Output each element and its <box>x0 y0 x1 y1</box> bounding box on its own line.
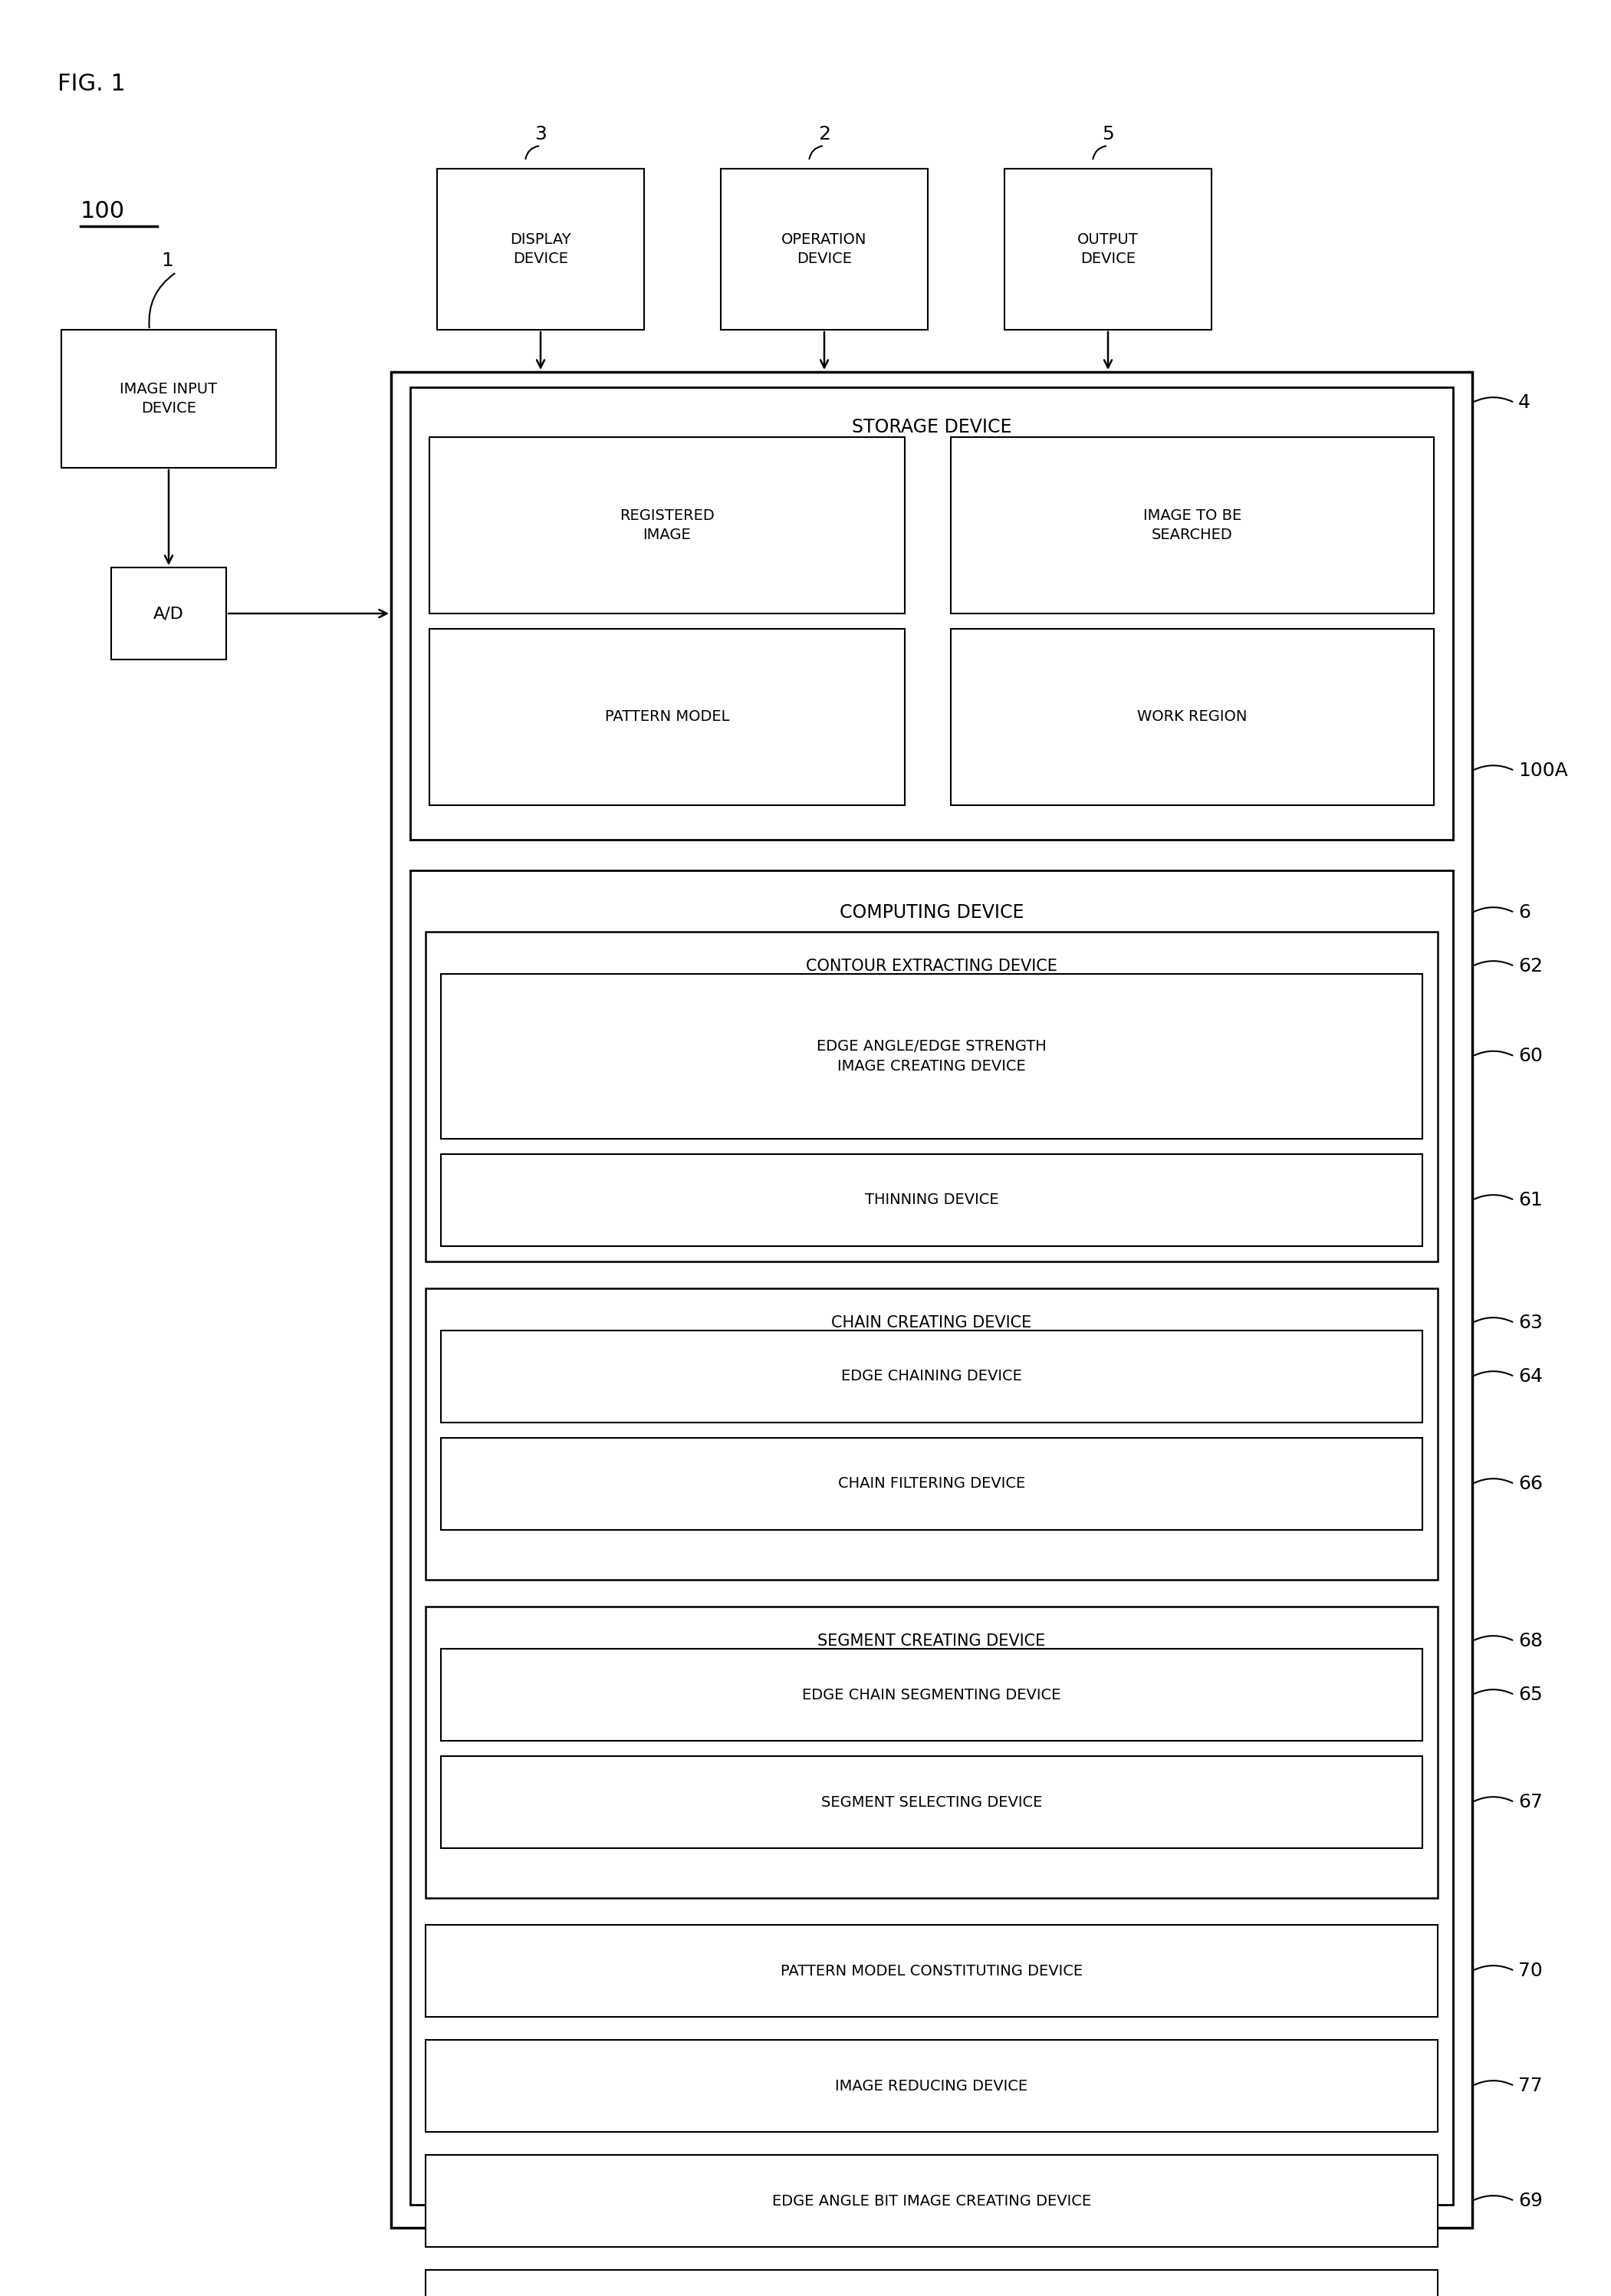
Text: SEGMENT CREATING DEVICE: SEGMENT CREATING DEVICE <box>818 1632 1046 1649</box>
FancyArrowPatch shape <box>1092 147 1105 158</box>
Bar <box>950 629 1434 806</box>
FancyArrowPatch shape <box>1474 1965 1513 1970</box>
Bar <box>441 1329 1423 1424</box>
Text: 69: 69 <box>1518 2193 1543 2211</box>
Text: EDGE CHAIN SEGMENTING DEVICE: EDGE CHAIN SEGMENTING DEVICE <box>802 1688 1062 1701</box>
Text: CONTOUR EXTRACTING DEVICE: CONTOUR EXTRACTING DEVICE <box>806 960 1057 974</box>
Text: 100A: 100A <box>1518 762 1568 781</box>
Text: OPERATION
DEVICE: OPERATION DEVICE <box>781 232 867 266</box>
FancyArrowPatch shape <box>1474 765 1513 769</box>
Text: CHAIN FILTERING DEVICE: CHAIN FILTERING DEVICE <box>838 1476 1025 1490</box>
Text: EDGE ANGLE BIT IMAGE CREATING DEVICE: EDGE ANGLE BIT IMAGE CREATING DEVICE <box>772 2193 1091 2209</box>
FancyArrowPatch shape <box>1474 1371 1513 1375</box>
Text: 77: 77 <box>1518 2076 1543 2094</box>
Text: WORK REGION: WORK REGION <box>1137 709 1247 723</box>
Bar <box>425 932 1437 1261</box>
Text: 61: 61 <box>1518 1192 1543 1210</box>
Text: PATTERN MODEL: PATTERN MODEL <box>604 709 730 723</box>
Text: 65: 65 <box>1518 1685 1543 1704</box>
Text: 63: 63 <box>1518 1313 1543 1332</box>
FancyArrowPatch shape <box>1474 2195 1513 2200</box>
Text: 4: 4 <box>1518 393 1530 411</box>
Text: IMAGE TO BE
SEARCHED: IMAGE TO BE SEARCHED <box>1144 507 1242 542</box>
Bar <box>425 2039 1437 2133</box>
FancyArrowPatch shape <box>525 147 538 158</box>
FancyArrowPatch shape <box>1474 397 1513 402</box>
FancyArrowPatch shape <box>1474 962 1513 964</box>
Text: IMAGE INPUT
DEVICE: IMAGE INPUT DEVICE <box>119 381 217 416</box>
Text: 5: 5 <box>1102 124 1115 142</box>
Bar <box>425 1288 1437 1580</box>
Text: IMAGE REDUCING DEVICE: IMAGE REDUCING DEVICE <box>836 2078 1028 2094</box>
Bar <box>950 436 1434 613</box>
FancyArrowPatch shape <box>1474 907 1513 912</box>
Text: EDGE CHAINING DEVICE: EDGE CHAINING DEVICE <box>841 1368 1021 1384</box>
FancyArrowPatch shape <box>1474 1318 1513 1322</box>
Text: STORAGE DEVICE: STORAGE DEVICE <box>852 418 1012 436</box>
Text: 64: 64 <box>1518 1368 1543 1387</box>
Bar <box>720 168 928 331</box>
Text: 3: 3 <box>535 124 546 142</box>
Text: DISPLAY
DEVICE: DISPLAY DEVICE <box>511 232 572 266</box>
Bar <box>425 2156 1437 2248</box>
Bar <box>437 168 644 331</box>
Text: FIG. 1: FIG. 1 <box>58 73 126 96</box>
Text: 60: 60 <box>1518 1047 1543 1065</box>
Bar <box>1005 168 1211 331</box>
Bar <box>425 1607 1437 1899</box>
FancyArrowPatch shape <box>150 273 174 328</box>
Bar <box>441 1155 1423 1247</box>
Text: PATTERN MODEL CONSTITUTING DEVICE: PATTERN MODEL CONSTITUTING DEVICE <box>781 1963 1083 1979</box>
FancyArrowPatch shape <box>1474 1479 1513 1483</box>
Bar <box>441 1437 1423 1529</box>
Text: 2: 2 <box>818 124 830 142</box>
Text: REGISTERED
IMAGE: REGISTERED IMAGE <box>620 507 715 542</box>
Text: SEGMENT SELECTING DEVICE: SEGMENT SELECTING DEVICE <box>822 1795 1042 1809</box>
Text: 62: 62 <box>1518 957 1543 976</box>
Text: CHAIN CREATING DEVICE: CHAIN CREATING DEVICE <box>831 1316 1031 1329</box>
FancyArrowPatch shape <box>1474 1690 1513 1694</box>
Bar <box>411 870 1453 2204</box>
Bar <box>425 2271 1437 2296</box>
Bar <box>430 629 905 806</box>
FancyArrowPatch shape <box>809 147 822 158</box>
FancyArrowPatch shape <box>1474 1798 1513 1802</box>
Bar <box>441 1756 1423 1848</box>
Text: EDGE ANGLE/EDGE STRENGTH
IMAGE CREATING DEVICE: EDGE ANGLE/EDGE STRENGTH IMAGE CREATING … <box>817 1040 1047 1072</box>
FancyArrowPatch shape <box>1474 1635 1513 1639</box>
Text: 66: 66 <box>1518 1474 1543 1492</box>
Text: 67: 67 <box>1518 1793 1543 1812</box>
Text: 6: 6 <box>1518 902 1530 921</box>
Text: 100: 100 <box>81 200 126 223</box>
FancyArrowPatch shape <box>1474 1052 1513 1056</box>
Bar <box>425 1924 1437 2016</box>
Text: A/D: A/D <box>153 606 184 622</box>
Text: OUTPUT
DEVICE: OUTPUT DEVICE <box>1078 232 1139 266</box>
Text: THINNING DEVICE: THINNING DEVICE <box>865 1194 999 1208</box>
FancyArrowPatch shape <box>1474 2080 1513 2085</box>
Bar <box>411 388 1453 840</box>
Bar <box>61 331 275 468</box>
Text: 1: 1 <box>161 253 174 271</box>
Bar <box>111 567 226 659</box>
Text: 70: 70 <box>1518 1961 1543 1979</box>
Bar <box>441 1649 1423 1740</box>
Bar <box>430 436 905 613</box>
Bar <box>441 974 1423 1139</box>
Text: COMPUTING DEVICE: COMPUTING DEVICE <box>839 902 1025 921</box>
Text: 68: 68 <box>1518 1632 1543 1651</box>
FancyArrowPatch shape <box>1474 1194 1513 1199</box>
Bar <box>391 372 1472 2227</box>
